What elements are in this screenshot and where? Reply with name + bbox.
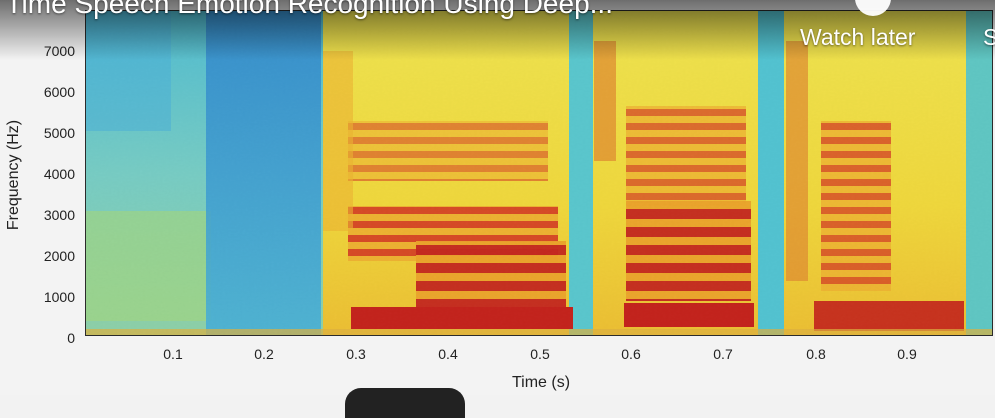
- y-axis-label: Frequency (Hz): [5, 119, 22, 231]
- x-tick-0.9: 0.9: [897, 346, 917, 362]
- spectrogram-image: [86, 11, 992, 335]
- y-tick-0: 0: [67, 330, 75, 346]
- y-tick-5000: 5000: [43, 125, 75, 141]
- video-title[interactable]: l Time Speech Emotion Recognition Using …: [0, 0, 613, 19]
- x-tick-0.2: 0.2: [254, 346, 274, 362]
- x-tick-0.4: 0.4: [438, 346, 458, 362]
- x-tick-0.1: 0.1: [163, 346, 183, 362]
- watch-later-button[interactable]: Watch later: [800, 24, 916, 50]
- y-tick-3000: 3000: [43, 207, 75, 223]
- y-tick-4000: 4000: [43, 166, 75, 182]
- x-tick-0.7: 0.7: [713, 346, 733, 362]
- y-tick-7000: 7000: [43, 43, 75, 59]
- spectrogram-plot: [85, 10, 993, 336]
- overlay-pill: [345, 388, 465, 418]
- y-tick-1000: 1000: [43, 289, 75, 305]
- x-tick-0.6: 0.6: [621, 346, 641, 362]
- y-tick-6000: 6000: [43, 84, 75, 100]
- x-tick-0.8: 0.8: [806, 346, 826, 362]
- share-button[interactable]: S: [983, 24, 995, 50]
- y-tick-2000: 2000: [43, 248, 75, 264]
- x-tick-0.5: 0.5: [530, 346, 550, 362]
- x-tick-0.3: 0.3: [346, 346, 366, 362]
- clock-icon[interactable]: [855, 0, 891, 16]
- x-axis-label: Time (s): [511, 374, 571, 391]
